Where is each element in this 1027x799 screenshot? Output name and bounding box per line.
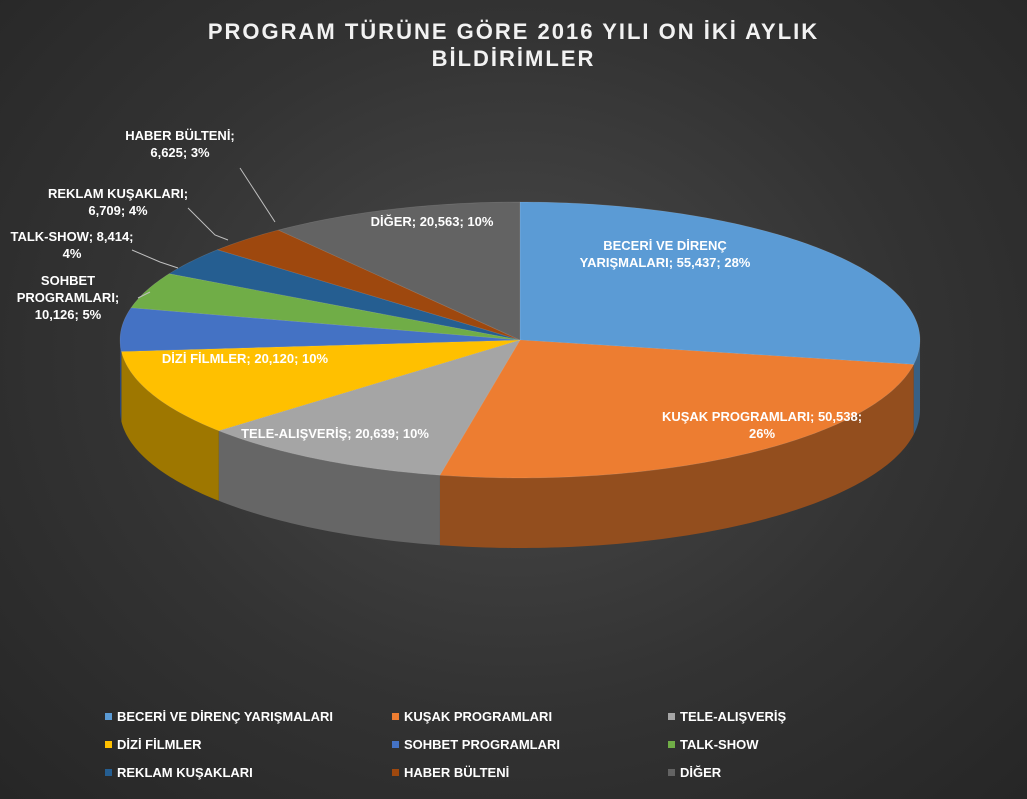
legend-swatch	[668, 769, 675, 776]
slice	[439, 339, 915, 479]
legend-label: SOHBET PROGRAMLARI	[404, 737, 560, 752]
legend-swatch	[668, 741, 675, 748]
data-label: HABER BÜLTENİ; 6,625; 3%	[125, 128, 235, 160]
slice	[216, 229, 521, 341]
data-label: BECERİ VE DİRENÇ YARIŞMALARI; 55,437; 28…	[579, 238, 751, 270]
chart-title: PROGRAM TÜRÜNE GÖRE 2016 YILI ON İKİ AYL…	[207, 19, 820, 71]
legend-swatch	[668, 713, 675, 720]
legend-label: BECERİ VE DİRENÇ YARIŞMALARI	[117, 709, 333, 724]
slice	[519, 201, 921, 365]
legend-item: DİĞER	[668, 765, 721, 780]
data-label: SOHBET PROGRAMLARI; 10,126; 5%	[16, 273, 120, 322]
data-label: DİĞER; 20,563; 10%	[370, 214, 494, 229]
legend-label: KUŞAK PROGRAMLARI	[404, 709, 553, 724]
legend-item: DİZİ FİLMLER	[105, 737, 202, 752]
slice-side	[439, 364, 914, 548]
leader-line	[131, 249, 179, 269]
legend-item: REKLAM KUŞAKLARI	[105, 765, 253, 780]
legend-swatch	[392, 769, 399, 776]
slice-side	[121, 351, 219, 501]
legend-item: TALK-SHOW	[668, 737, 758, 752]
legend-swatch	[392, 741, 399, 748]
leader-line	[137, 291, 151, 299]
slice	[130, 273, 521, 341]
legend-label: DİZİ FİLMLER	[117, 737, 202, 752]
slice-side	[120, 340, 122, 422]
legend-swatch	[392, 713, 399, 720]
legend-swatch	[105, 713, 112, 720]
legend-label: TELE-ALIŞVERİŞ	[680, 709, 787, 724]
leader-line	[187, 207, 229, 241]
data-label: TALK-SHOW; 8,414; 4%	[10, 229, 134, 261]
slice	[168, 249, 521, 341]
legend-label: REKLAM KUŞAKLARI	[117, 765, 253, 780]
legend-label: TALK-SHOW	[680, 737, 759, 752]
legend-swatch	[105, 741, 112, 748]
slice	[277, 201, 521, 341]
slice-side	[218, 430, 440, 546]
legend-label: DİĞER	[680, 765, 722, 780]
legend-item: SOHBET PROGRAMLARI	[392, 737, 560, 752]
legend-item: KUŞAK PROGRAMLARI	[392, 709, 552, 724]
data-label: KUŞAK PROGRAMLARI; 50,538; 26%	[661, 409, 863, 441]
slice	[121, 339, 521, 432]
legend-label: HABER BÜLTENİ	[404, 765, 510, 780]
data-label: TELE-ALIŞVERİŞ; 20,639; 10%	[241, 426, 429, 441]
legend-item: TELE-ALIŞVERİŞ	[668, 709, 786, 724]
slice-side	[913, 340, 920, 435]
slice	[119, 307, 521, 352]
legend-swatch	[105, 769, 112, 776]
legend-item: HABER BÜLTENİ	[392, 765, 509, 780]
leader-line	[239, 167, 276, 223]
data-label: DİZİ FİLMLER; 20,120; 10%	[161, 351, 329, 366]
legend-item: BECERİ VE DİRENÇ YARIŞMALARI	[105, 709, 333, 724]
slice	[217, 339, 521, 476]
data-label: REKLAM KUŞAKLARI; 6,709; 4%	[47, 186, 189, 218]
